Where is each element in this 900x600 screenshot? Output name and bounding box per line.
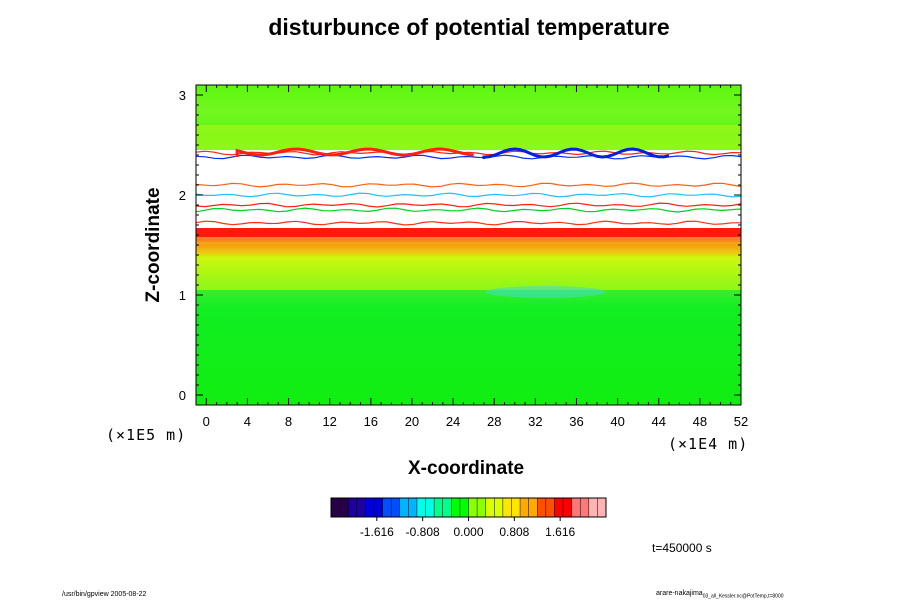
colorbar-cell xyxy=(554,498,564,517)
contour-line xyxy=(195,192,742,198)
y-unit-label: (×1E5 m) xyxy=(106,426,187,444)
colorbar-cell xyxy=(597,498,607,517)
contour-line xyxy=(195,182,742,188)
colorbar-cell xyxy=(545,498,555,517)
colorbar-tick-label: -0.808 xyxy=(406,525,440,539)
colorbar-cell xyxy=(459,498,469,517)
colorbar-cell xyxy=(442,498,452,517)
x-tick-label: 4 xyxy=(244,414,251,429)
x-tick-label: 48 xyxy=(693,414,707,429)
colorbar-cell xyxy=(537,498,547,517)
footer-right-sub: 03_all_Kessler.nc@PotTemp,t=8000 xyxy=(702,593,784,600)
contour-line xyxy=(195,220,741,226)
colorbar-cell xyxy=(434,498,444,517)
colorbar-cell xyxy=(563,498,572,517)
footer-right-main: arare-nakajima xyxy=(656,590,703,597)
out-of-range-region xyxy=(196,157,741,225)
colorbar-layer: -1.616 -0.808 0.000 0.808 1.616 xyxy=(330,497,607,539)
colorbar-cell xyxy=(528,498,538,517)
x-tick-label: 40 xyxy=(610,414,624,429)
upper-edge-warm xyxy=(235,147,474,158)
x-tick-label: 12 xyxy=(322,414,336,429)
colorbar-cell xyxy=(468,498,478,517)
colorbar-cell xyxy=(494,498,504,517)
colorbar-cell xyxy=(502,498,512,517)
x-unit-label: (×1E4 m) xyxy=(668,435,749,453)
colorbar-cell xyxy=(477,498,486,517)
colorbar-cell xyxy=(425,498,435,517)
colorbar-cell xyxy=(391,498,401,517)
upper-edge-cool xyxy=(482,147,670,160)
field-band xyxy=(196,240,741,255)
y-tick-label: 2 xyxy=(179,188,186,203)
colorbar-tick-label: 1.616 xyxy=(545,525,575,539)
colorbar-cell xyxy=(373,498,383,517)
colorbar-cell xyxy=(416,498,426,517)
field-layer xyxy=(195,85,742,405)
field-band xyxy=(196,125,741,150)
time-annotation: t=450000 s xyxy=(652,541,712,555)
x-tick-label: 20 xyxy=(405,414,419,429)
colorbar-tick-label: 0.808 xyxy=(499,525,529,539)
footer-right: arare-nakajima03_all_Kessler.nc@PotTemp,… xyxy=(656,590,784,599)
colorbar-cell xyxy=(588,498,598,517)
x-tick-label: 16 xyxy=(364,414,378,429)
colorbar-tick-label: -1.616 xyxy=(360,525,394,539)
y-tick-label: 0 xyxy=(179,388,186,403)
colorbar-cell xyxy=(331,498,340,517)
x-tick-label: 28 xyxy=(487,414,501,429)
y-axis-label: Z-coordinate xyxy=(143,187,164,303)
x-tick-label: 52 xyxy=(734,414,748,429)
field-band xyxy=(196,85,741,125)
x-axis-label: X-coordinate xyxy=(408,458,525,479)
x-tick-label: 24 xyxy=(446,414,460,429)
colorbar-cell xyxy=(365,498,375,517)
footer-left: /usr/bin/gpview 2005-08-22 xyxy=(62,591,147,598)
contour-line xyxy=(195,150,742,156)
colorbar-cell xyxy=(348,498,358,517)
colorbar-cell xyxy=(399,498,409,517)
colorbar-cell xyxy=(339,498,349,517)
field-band xyxy=(196,255,741,290)
x-tick-label: 8 xyxy=(285,414,292,429)
colorbar-cell xyxy=(511,498,521,517)
x-tick-label: 44 xyxy=(652,414,666,429)
colorbar-cell xyxy=(520,498,529,517)
contour-line xyxy=(195,154,742,160)
chart-title: disturbunce of potential temperature xyxy=(268,14,670,40)
colorbar-cell xyxy=(580,498,590,517)
colorbar-cell xyxy=(485,498,495,517)
contour-line xyxy=(195,202,742,208)
warm-layer-edge xyxy=(196,237,741,242)
x-tick-label: 32 xyxy=(528,414,542,429)
y-tick-label: 1 xyxy=(179,288,186,303)
colorbar-cell xyxy=(408,498,418,517)
colorbar-cell xyxy=(571,498,581,517)
x-tick-label: 0 xyxy=(203,414,210,429)
y-tick-label: 3 xyxy=(179,88,186,103)
x-tick-label: 36 xyxy=(569,414,583,429)
colorbar-tick-label: 0.000 xyxy=(453,525,483,539)
colorbar-cell xyxy=(451,498,461,517)
cool-patch xyxy=(485,286,606,298)
warm-layer-band xyxy=(196,228,741,237)
colorbar-cell xyxy=(382,498,392,517)
contour-line xyxy=(195,207,742,213)
colorbar-cell xyxy=(356,498,366,517)
